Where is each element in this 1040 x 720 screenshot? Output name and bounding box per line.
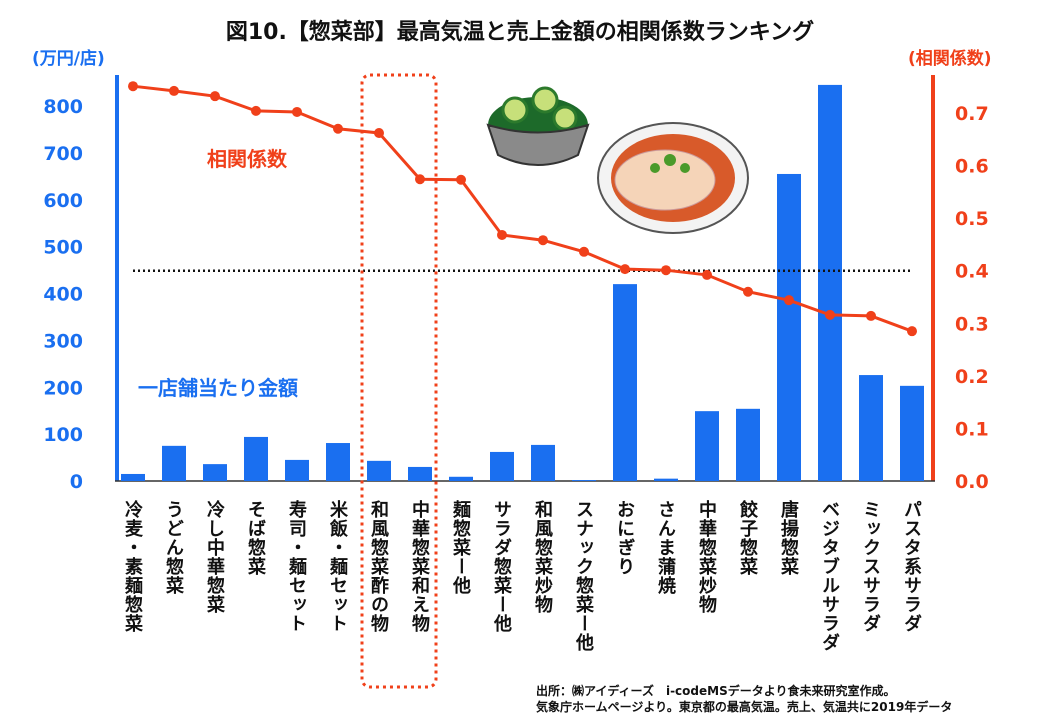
bar [818, 84, 842, 481]
category-label: 餃子惣菜 [737, 500, 758, 576]
bar [367, 460, 391, 481]
correlation-point [866, 310, 876, 321]
bar [244, 436, 268, 481]
bar [408, 466, 432, 481]
category-label: さんま蒲焼 [655, 500, 676, 595]
source-line-1: 出所：㈱アイディーズ i-codeMSデータより食未来研究室作成。 [536, 684, 896, 698]
category-label: 中華惣菜和え物 [409, 500, 430, 633]
right-tick-label: 0.4 [955, 261, 989, 283]
correlation-point [292, 106, 302, 117]
bar [449, 476, 473, 481]
left-tick-label: 700 [43, 143, 83, 165]
bar [326, 443, 350, 481]
correlation-point [128, 81, 138, 92]
source-line-2: 気象庁ホームページより。東京都の最高気温。売上、気温共に2019年データ [536, 700, 953, 714]
correlation-point [333, 123, 343, 134]
source-note: 出所：㈱アイディーズ i-codeMSデータより食未来研究室作成。 気象庁ホーム… [536, 683, 952, 715]
right-tick-label: 0.5 [955, 208, 989, 230]
bar [859, 375, 883, 481]
category-label: 唐揚惣菜 [778, 500, 799, 576]
bar-series-label: 一店舗当たり金額 [138, 376, 298, 400]
category-label: 和風惣菜炒物 [532, 500, 553, 614]
category-label: 冷し中華惣菜 [204, 500, 225, 614]
correlation-point [661, 265, 671, 276]
line-series-label: 相関係数 [207, 147, 287, 171]
correlation-point [374, 127, 384, 138]
left-tick-label: 400 [43, 284, 83, 306]
category-label: うどん惣菜 [163, 500, 184, 595]
category-label: パスタ系サラダ [901, 500, 922, 633]
correlation-point [579, 246, 589, 257]
left-tick-label: 300 [43, 330, 83, 352]
left-tick-label: 0 [70, 471, 83, 493]
bar [285, 459, 309, 481]
bar [572, 480, 596, 481]
chart-title: 図10.【惣菜部】最高気温と売上金額の相関係数ランキング [225, 20, 815, 45]
correlation-point [743, 286, 753, 297]
bar [654, 478, 678, 481]
bar [531, 444, 555, 481]
correlation-point [415, 174, 425, 185]
correlation-point [210, 91, 220, 102]
bar [613, 284, 637, 481]
highlight-box [360, 73, 438, 689]
left-tick-label: 200 [43, 377, 83, 399]
bar [777, 173, 801, 481]
correlation-point [907, 326, 917, 337]
correlation-point [456, 174, 466, 185]
right-tick-label: 0.2 [955, 366, 989, 388]
correlation-point [702, 269, 712, 280]
right-tick-label: 0.7 [955, 103, 989, 125]
category-label: 麺惣菜ー他 [450, 500, 471, 595]
category-label: おにぎり [614, 500, 635, 576]
left-axis-unit: (万円/店) [32, 49, 105, 69]
left-tick-label: 600 [43, 190, 83, 212]
bar [203, 464, 227, 481]
category-label: 寿司・麺セット [286, 500, 307, 633]
correlation-point [825, 309, 835, 320]
category-label: 米飯・麺セット [327, 500, 348, 633]
category-label: サラダ惣菜ー他 [491, 500, 512, 633]
bar [121, 473, 145, 481]
right-tick-label: 0.3 [955, 313, 989, 335]
correlation-point [497, 229, 507, 240]
category-label: そば惣菜 [245, 500, 266, 576]
bar [900, 385, 924, 481]
bar [162, 445, 186, 481]
correlation-point [169, 85, 179, 96]
category-label: ミックスサラダ [860, 500, 881, 633]
correlation-point [538, 235, 548, 246]
left-tick-label: 800 [43, 96, 83, 118]
correlation-point [251, 105, 261, 116]
correlation-point [620, 264, 630, 275]
category-label: 冷麦・素麺惣菜 [122, 500, 143, 633]
right-tick-label: 0.0 [955, 471, 989, 493]
correlation-line [132, 84, 913, 333]
category-label: 和風惣菜酢の物 [368, 500, 389, 633]
bar [695, 411, 719, 481]
chicken-plate-illustration [597, 122, 749, 234]
category-label: ベジタブルサラダ [819, 500, 840, 652]
salad-bowl-illustration [486, 86, 590, 166]
left-tick-label: 500 [43, 237, 83, 259]
correlation-point [784, 295, 794, 306]
left-tick-label: 100 [43, 424, 83, 446]
category-label: スナック惣菜ー他 [573, 500, 594, 652]
bar [490, 451, 514, 481]
right-axis-unit: (相関係数) [908, 49, 992, 69]
category-label: 中華惣菜炒物 [696, 500, 717, 614]
right-tick-label: 0.1 [955, 418, 989, 440]
bar [736, 408, 760, 481]
right-tick-label: 0.6 [955, 156, 989, 178]
